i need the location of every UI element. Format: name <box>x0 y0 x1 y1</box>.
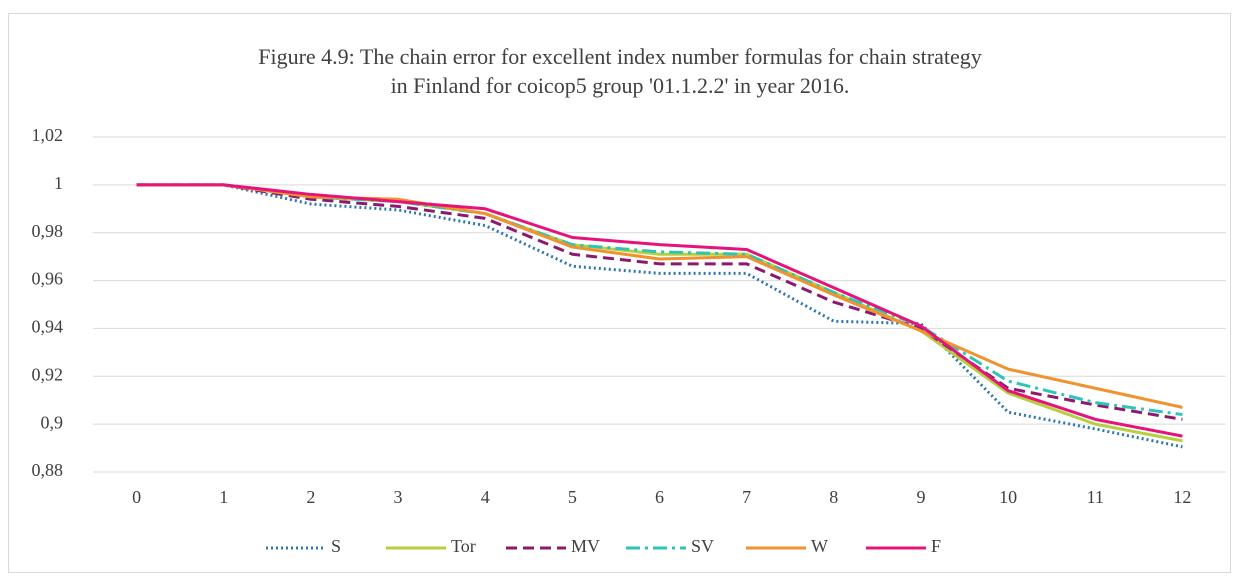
x-tick-label: 2 <box>306 487 315 507</box>
legend-label: W <box>811 536 828 556</box>
x-tick-label: 6 <box>655 487 664 507</box>
legend-label: F <box>931 536 941 556</box>
x-tick-label: 0 <box>132 487 141 507</box>
y-tick-label: 1 <box>54 173 63 193</box>
chart-border <box>8 13 1231 573</box>
x-tick-label: 8 <box>829 487 838 507</box>
y-tick-label: 0,94 <box>32 317 64 337</box>
legend-label: Tor <box>451 536 476 556</box>
series-line <box>136 183 1183 409</box>
y-tick-label: 0,92 <box>32 364 64 384</box>
legend-label: MV <box>571 536 600 556</box>
y-tick-label: 0,96 <box>32 269 64 289</box>
x-tick-label: 12 <box>1173 487 1191 507</box>
x-tick-label: 1 <box>219 487 228 507</box>
y-tick-label: 0,98 <box>32 221 64 241</box>
series-line <box>136 183 1183 449</box>
series-line <box>136 183 1183 438</box>
y-tick-label: 0,88 <box>32 460 64 480</box>
legend-label: SV <box>691 536 714 556</box>
x-tick-label: 10 <box>999 487 1017 507</box>
x-tick-label: 5 <box>568 487 577 507</box>
legend-label: S <box>331 536 341 556</box>
x-tick-label: 7 <box>742 487 751 507</box>
y-tick-label: 0,9 <box>41 412 64 432</box>
chart-title: in Finland for coicop5 group '01.1.2.2' … <box>391 73 850 98</box>
y-tick-label: 1,02 <box>32 125 64 145</box>
x-tick-label: 4 <box>481 487 490 507</box>
x-tick-label: 11 <box>1087 487 1104 507</box>
x-tick-label: 3 <box>394 487 403 507</box>
x-tick-label: 9 <box>916 487 925 507</box>
series-line <box>136 183 1183 421</box>
chart-title: Figure 4.9: The chain error for excellen… <box>258 44 982 69</box>
